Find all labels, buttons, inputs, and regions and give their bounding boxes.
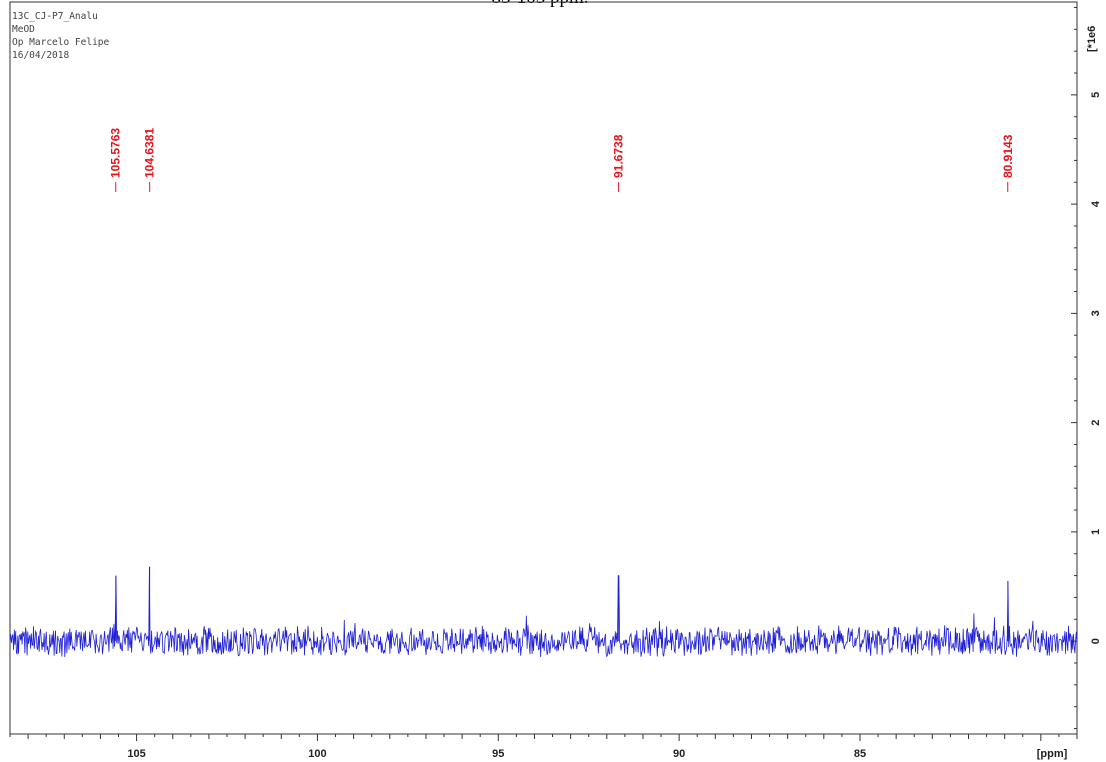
- spectrum-trace: [9, 566, 1078, 658]
- figure-caption: 85-105 ppm.: [0, 0, 1080, 9]
- peak-label: 91.6738: [612, 134, 626, 178]
- peak-label: 80.9143: [1001, 134, 1015, 178]
- solvent: MeOD: [12, 24, 35, 35]
- x-tick-label: 85: [854, 748, 866, 760]
- y-tick-label: 2: [1090, 420, 1102, 426]
- y-tick-label: 4: [1090, 200, 1102, 207]
- x-tick-label: 100: [308, 748, 326, 760]
- y-tick-label: 0: [1090, 638, 1102, 644]
- x-axis: 105 100 95 90 85: [9, 734, 1078, 760]
- y-tick-label: 3: [1090, 310, 1102, 316]
- sample-name: 13C_CJ-P7_Analu: [12, 11, 98, 22]
- x-tick-label: 95: [492, 748, 504, 760]
- plot-frame: [9, 1, 1078, 735]
- acquisition-date: 16/04/2018: [12, 50, 70, 61]
- x-axis-unit-label: [ppm]: [1037, 748, 1068, 760]
- operator: Op Marcelo Felipe: [12, 37, 110, 48]
- spectrum-header: 13C_CJ-P7_Analu MeOD Op Marcelo Felipe 1…: [12, 10, 109, 62]
- x-tick-label: 105: [127, 748, 145, 760]
- y-tick-label: 1: [1090, 529, 1102, 535]
- peak-labels: 105.5763 104.6381 91.6738 80.9143: [109, 128, 1015, 192]
- peak-label: 104.6381: [143, 128, 157, 178]
- x-tick-label: 90: [673, 748, 685, 760]
- peak-label: 105.5763: [109, 128, 123, 178]
- y-tick-label: 5: [1090, 92, 1102, 98]
- y-axis: 0 1 2 3 4 5: [1071, 6, 1102, 730]
